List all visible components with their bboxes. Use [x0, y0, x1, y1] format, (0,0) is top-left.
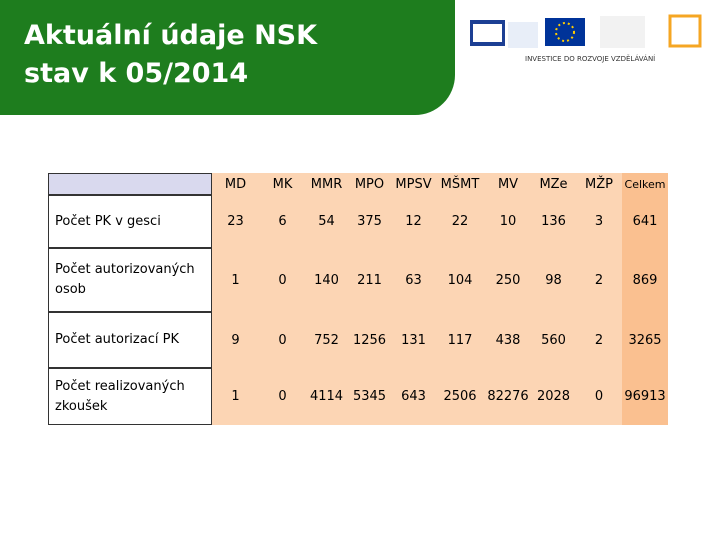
table-value: 641 — [632, 214, 658, 229]
total-bg — [622, 173, 668, 425]
logo-caption: INVESTICE DO ROZVOJE VZDĚLÁVÁNÍ — [525, 55, 656, 63]
column-header: Celkem — [624, 177, 666, 191]
title-line: stav k 05/2014 — [24, 58, 249, 89]
table-value: 752 — [314, 332, 339, 348]
column-header: MŠMT — [440, 176, 480, 192]
table-value: 0 — [278, 272, 287, 288]
table-value: 2028 — [536, 389, 571, 404]
table-value: 2 — [594, 272, 604, 288]
table-value: 375 — [357, 214, 382, 229]
table-value: 117 — [447, 332, 473, 348]
table-value: 9 — [231, 332, 240, 348]
table-value: 211 — [357, 272, 382, 288]
row-label: Počet PK v gesci — [48, 195, 212, 248]
table-value: 250 — [495, 272, 521, 288]
column-header: MV — [497, 176, 519, 192]
row-label: Počet autorizací PK — [48, 312, 212, 368]
table-value: 4114 — [309, 389, 344, 404]
table-value: 23 — [227, 214, 244, 229]
corner-cell — [48, 173, 212, 195]
row-label: Počet realizovaných zkoušek — [48, 368, 212, 425]
table-value: 6 — [278, 214, 287, 229]
table-value: 82276 — [487, 389, 529, 404]
table-value: 12 — [405, 214, 422, 229]
table-value: 0 — [278, 332, 287, 348]
table-value: 10 — [499, 214, 517, 229]
table-value: 869 — [632, 272, 658, 288]
header: Aktuální údaje NSK stav k 05/2014 — [0, 0, 455, 115]
table-bg — [212, 173, 622, 425]
table-value: 54 — [318, 214, 335, 229]
logos — [470, 14, 702, 48]
row-label: Počet autorizovaných osob — [48, 248, 212, 312]
column-header: MPSV — [395, 176, 432, 192]
column-header: MMR — [310, 176, 343, 192]
table-value: 0 — [278, 389, 287, 404]
table-value: 22 — [451, 214, 469, 229]
table-value: 643 — [401, 389, 426, 404]
table-value: 1 — [231, 272, 240, 288]
table-value: 1 — [231, 389, 240, 404]
table-value: 131 — [401, 332, 426, 348]
column-header: MK — [272, 176, 293, 192]
table-value: 1256 — [352, 332, 387, 348]
table-value: 438 — [495, 332, 521, 348]
table-value: 3265 — [628, 332, 662, 348]
table-value: 98 — [545, 272, 562, 288]
table-value: 96913 — [624, 389, 666, 404]
table-value: 560 — [541, 332, 566, 348]
column-header: MŽP — [585, 176, 613, 192]
table-value: 136 — [541, 214, 566, 229]
table-value: 0 — [594, 389, 604, 404]
table-value: 2 — [594, 332, 604, 348]
table-value: 63 — [405, 272, 422, 288]
table-value: 104 — [447, 272, 473, 288]
table-value: 140 — [314, 272, 339, 288]
table-value: 2506 — [443, 389, 477, 404]
column-header: MD — [224, 176, 247, 192]
table-value: 5345 — [352, 389, 387, 404]
title-line: Aktuální údaje NSK — [24, 20, 318, 51]
column-header: MZe — [539, 176, 568, 192]
table-value: 3 — [594, 214, 604, 229]
column-header: MPO — [354, 176, 385, 192]
table: MD MK MMR MPO MPSV MŠMT MV MZe MŽP Celkem Počet PK… — [48, 173, 668, 425]
